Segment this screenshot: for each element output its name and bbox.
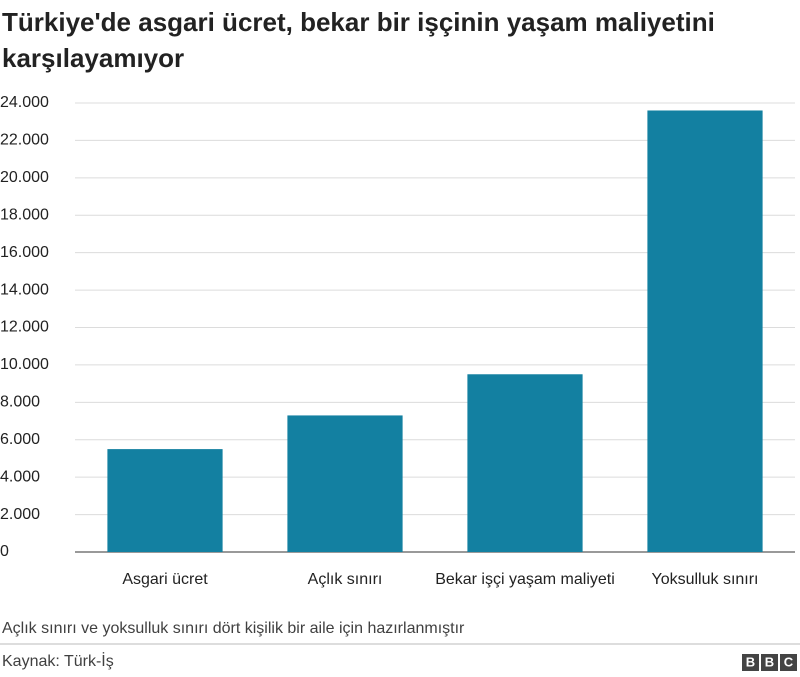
x-tick-label: Bekar işçi yaşam maliyeti — [435, 571, 615, 588]
note: Açlık sınırı ve yoksulluk sınırı dört ki… — [2, 620, 465, 637]
x-tick-label: Asgari ücret — [122, 571, 208, 588]
logo-box — [742, 654, 759, 671]
y-tick-label: 0 — [0, 543, 9, 560]
logo-letter: B — [746, 654, 755, 669]
logo-letter: C — [784, 654, 794, 669]
y-tick-label: 6.000 — [0, 431, 40, 448]
y-tick-label: 16.000 — [0, 244, 49, 261]
chart-title: Türkiye'de asgari ücret, bekar bir işçin… — [2, 7, 715, 73]
y-tick-label: 10.000 — [0, 356, 49, 373]
y-tick-label: 8.000 — [0, 394, 40, 411]
y-tick-label: 4.000 — [0, 468, 40, 485]
y-tick-label: 12.000 — [0, 319, 49, 336]
logo-letter: B — [765, 654, 774, 669]
y-tick-label: 18.000 — [0, 206, 49, 223]
bar — [107, 449, 223, 552]
x-tick-label: Yoksulluk sınırı — [651, 571, 758, 588]
y-tick-label: 14.000 — [0, 281, 49, 298]
y-tick-label: 24.000 — [0, 94, 49, 111]
logo-box — [780, 654, 797, 671]
bar — [287, 415, 403, 552]
logo-box — [761, 654, 778, 671]
bar — [647, 110, 763, 552]
y-tick-label: 20.000 — [0, 169, 49, 186]
y-tick-label: 22.000 — [0, 132, 49, 149]
y-tick-label: 2.000 — [0, 506, 40, 523]
source: Kaynak: Türk-İş — [2, 651, 114, 670]
bar — [467, 374, 583, 552]
x-tick-label: Açlık sınırı — [308, 571, 383, 588]
